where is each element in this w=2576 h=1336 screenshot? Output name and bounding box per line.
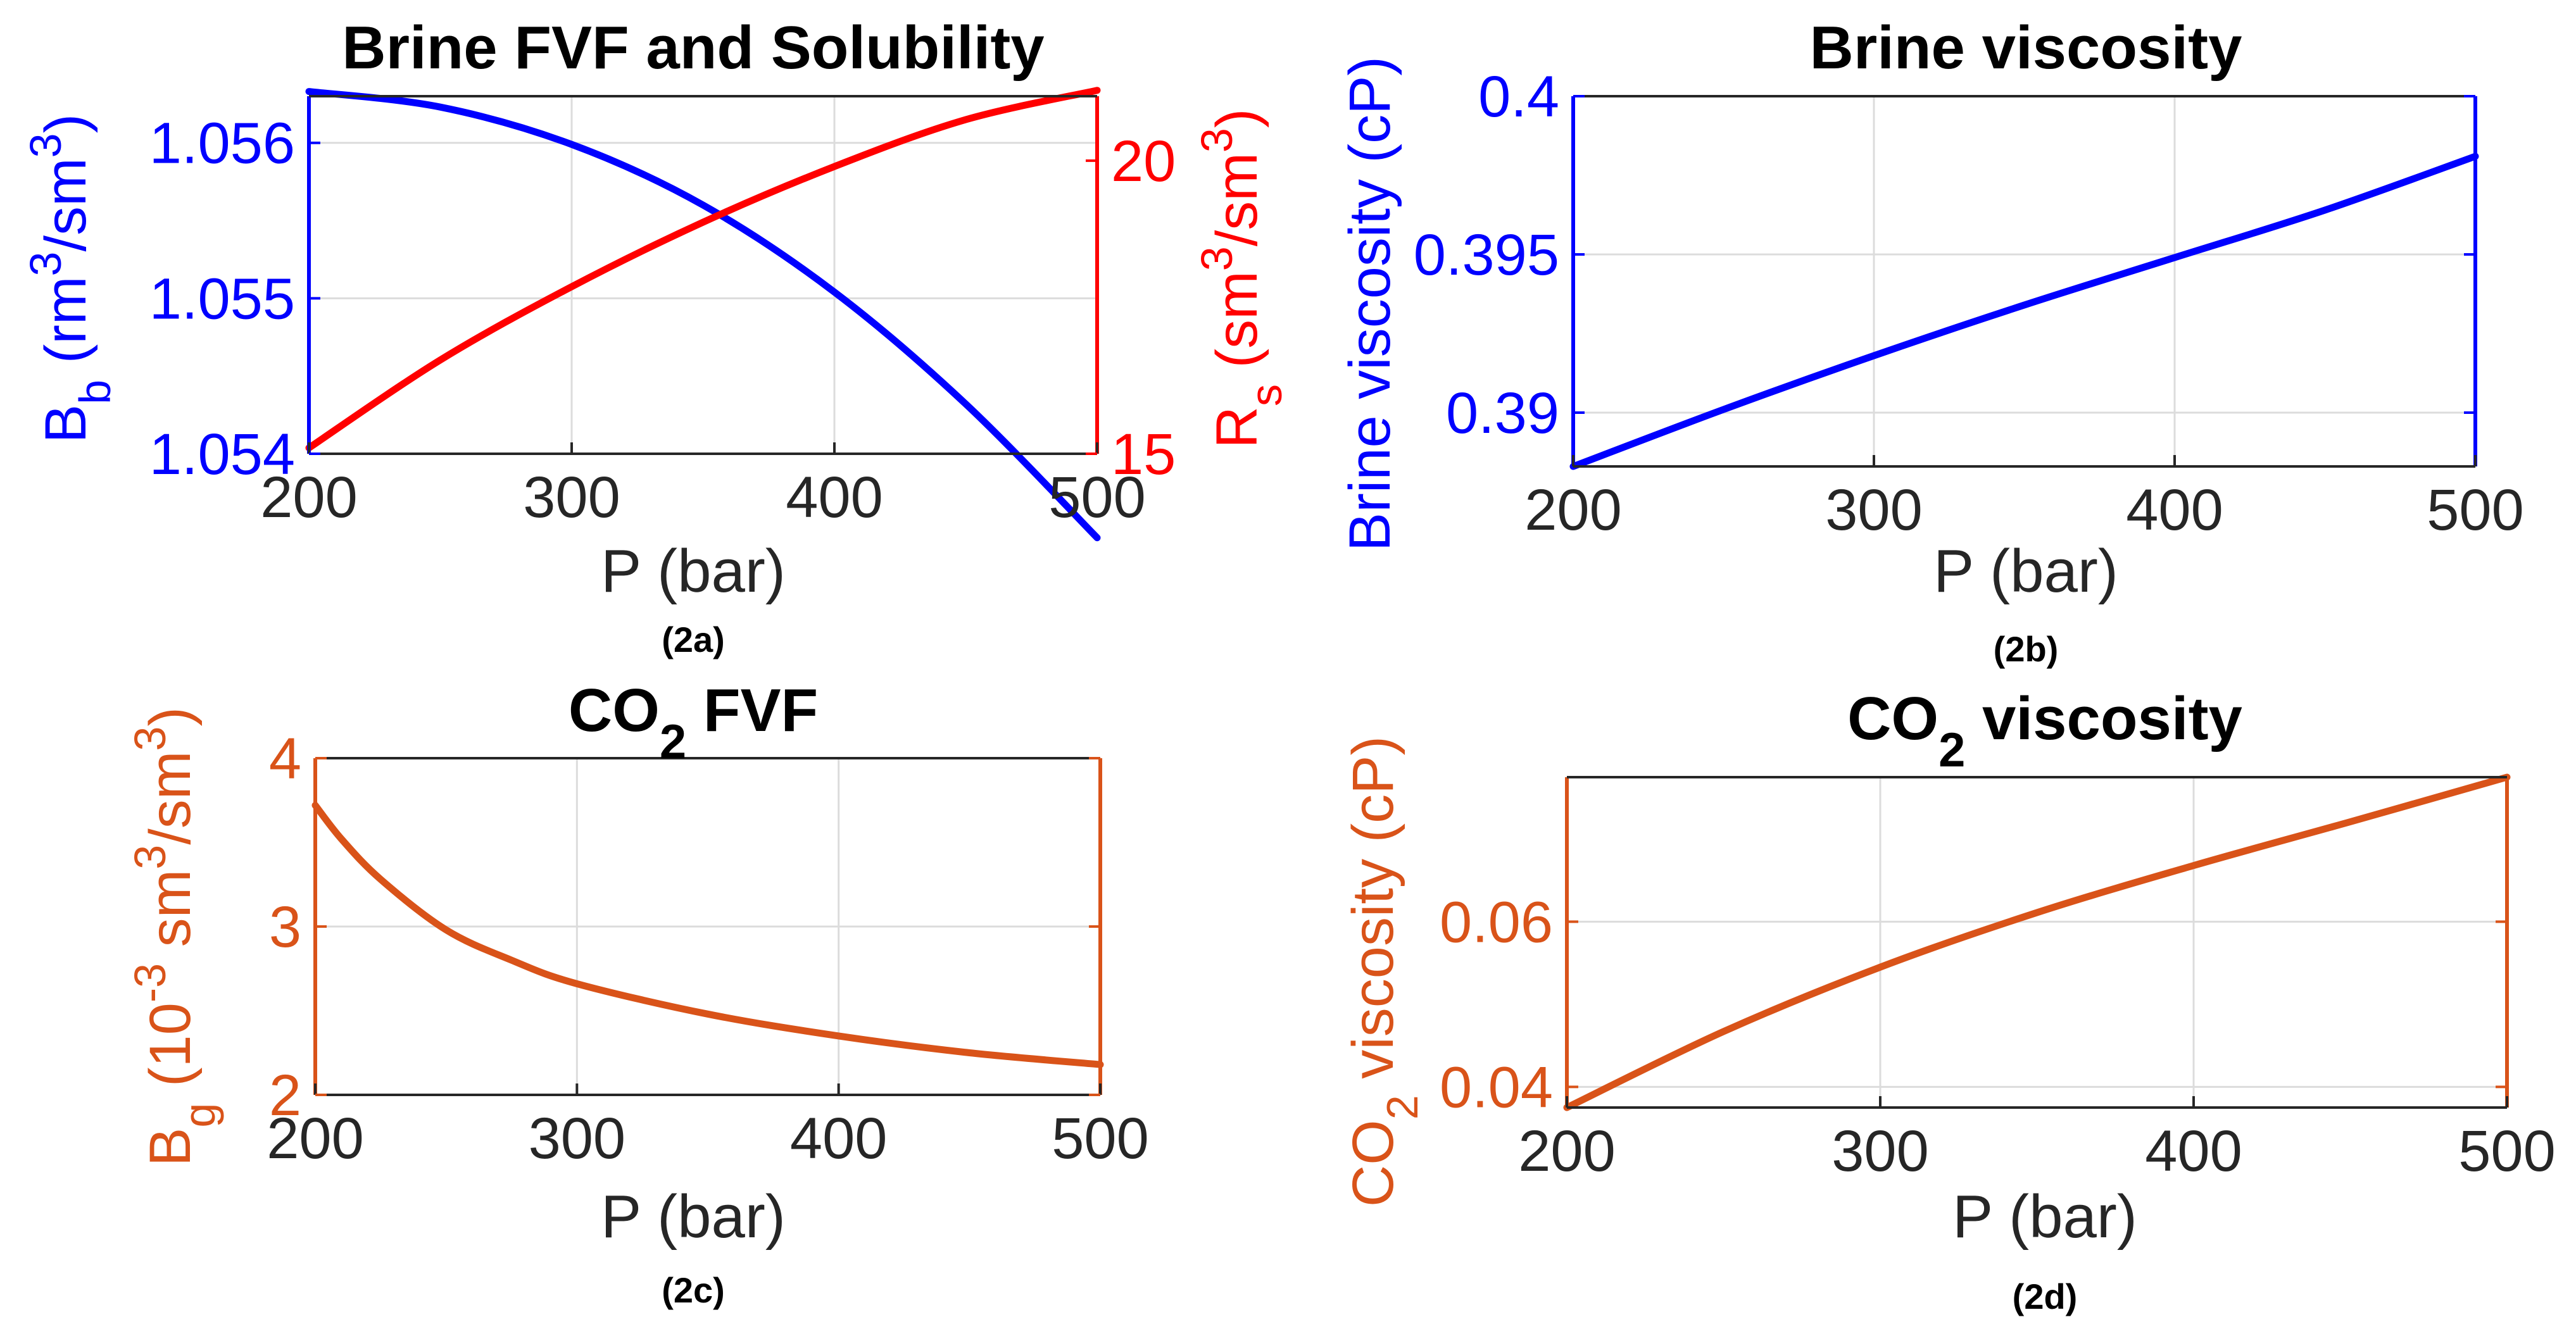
y-tick-label: 1.054 <box>149 422 295 487</box>
x-tick-label: 200 <box>1518 1119 1616 1183</box>
x-tick-label: 300 <box>529 1106 626 1171</box>
y-right-tick-label: 20 <box>1111 129 1176 194</box>
caption-2c: (2c) <box>662 1270 725 1310</box>
grid-2c <box>314 757 1102 1096</box>
x-tick-label: 500 <box>1052 1106 1149 1171</box>
series-line-co2-viscosity <box>1563 773 2511 1111</box>
y-tick-label: 0.395 <box>1414 223 1559 287</box>
caption-2b: (2b) <box>1994 629 2059 669</box>
x-tick-label: 400 <box>790 1106 888 1171</box>
series-line-b-g <box>311 802 1104 1068</box>
ticks-2b: 200 300 400 500 0.39 0.395 0.4 <box>1414 65 2524 542</box>
panel-2a: 200 300 400 500 1.054 1.055 1.056 15 20 Brine FV… <box>21 14 1291 659</box>
y-tick-label: 0.06 <box>1440 890 1553 954</box>
grid-2a <box>308 96 1098 455</box>
ticks-2a: 200 300 400 500 1.054 1.055 1.056 15 20 <box>149 111 1176 530</box>
title-2b: Brine viscosity <box>1810 14 2242 82</box>
x-tick-label: 500 <box>1048 465 1146 530</box>
axes-2d <box>1565 776 2509 1109</box>
series-2d <box>1563 773 2511 1111</box>
xlabel-2d: P (bar) <box>1952 1183 2137 1251</box>
axes-2b <box>1571 95 2477 468</box>
grid-2d <box>1566 777 2508 1108</box>
y-tick-label: 0.4 <box>1478 65 1559 129</box>
series-line-brine-viscosity <box>1569 153 2479 470</box>
x-tick-label: 400 <box>2145 1119 2242 1183</box>
x-tick-label: 200 <box>1524 478 1622 542</box>
series-line-b-b <box>305 88 1101 542</box>
ylabel-right-2a: Rs (sm3/sm3) <box>1192 108 1291 448</box>
xlabel-2b: P (bar) <box>1933 537 2118 605</box>
panel-2c: 200 300 400 500 2 3 4 CO2 FVF P (bar) (2c) Bg … <box>125 677 1149 1310</box>
series-line-r-s <box>305 87 1101 452</box>
xlabel-2a: P (bar) <box>601 537 786 605</box>
y-tick-label: 1.055 <box>149 266 295 331</box>
y-tick-label: 0.39 <box>1446 381 1559 446</box>
title-2a: Brine FVF and Solubility <box>342 14 1044 82</box>
x-tick-label: 400 <box>2126 478 2223 542</box>
x-tick-label: 400 <box>786 465 883 530</box>
y-tick-label: 1.056 <box>149 111 295 176</box>
series-2a <box>305 87 1101 542</box>
x-tick-label: 300 <box>1831 1119 1929 1183</box>
y-tick-label: 4 <box>269 727 301 791</box>
y-tick-label: 3 <box>269 895 301 959</box>
y-tick-label: 2 <box>269 1063 301 1128</box>
x-tick-label: 500 <box>2458 1119 2556 1183</box>
x-tick-label: 300 <box>523 465 620 530</box>
series-2b <box>1569 153 2479 470</box>
ylabel-left-2a: Bb (rm3/sm3) <box>21 114 120 444</box>
series-2c <box>311 802 1104 1068</box>
axes-2a <box>307 95 1099 455</box>
y-right-tick-label: 15 <box>1111 422 1176 487</box>
grid-2b <box>1572 95 2477 466</box>
caption-2d: (2d) <box>2013 1277 2078 1316</box>
xlabel-2c: P (bar) <box>601 1183 786 1251</box>
title-2d: CO2 viscosity <box>1847 685 2242 777</box>
title-2c: CO2 FVF <box>569 677 818 769</box>
x-tick-label: 300 <box>1825 478 1923 542</box>
ticks-2c: 200 300 400 500 2 3 4 <box>267 727 1149 1171</box>
x-tick-label: 200 <box>267 1106 364 1171</box>
panel-2d: 200 300 400 500 0.04 0.06 CO2 viscosity P (ba… <box>1341 685 2556 1316</box>
x-tick-label: 200 <box>260 465 358 530</box>
caption-2a: (2a) <box>662 620 725 659</box>
ylabel-2d: CO2 viscosity (cP) <box>1341 736 1427 1207</box>
ylabel-2c: Bg (10-3 sm3/sm3) <box>125 707 224 1166</box>
x-tick-label: 500 <box>2427 478 2524 542</box>
y-tick-label: 0.04 <box>1440 1055 1553 1120</box>
ylabel-2b: Brine viscosity (cP) <box>1338 56 1402 551</box>
panel-2b: 200 300 400 500 0.39 0.395 0.4 Brine viscosity… <box>1338 14 2524 669</box>
ticks-2d: 200 300 400 500 0.04 0.06 <box>1440 890 2556 1183</box>
